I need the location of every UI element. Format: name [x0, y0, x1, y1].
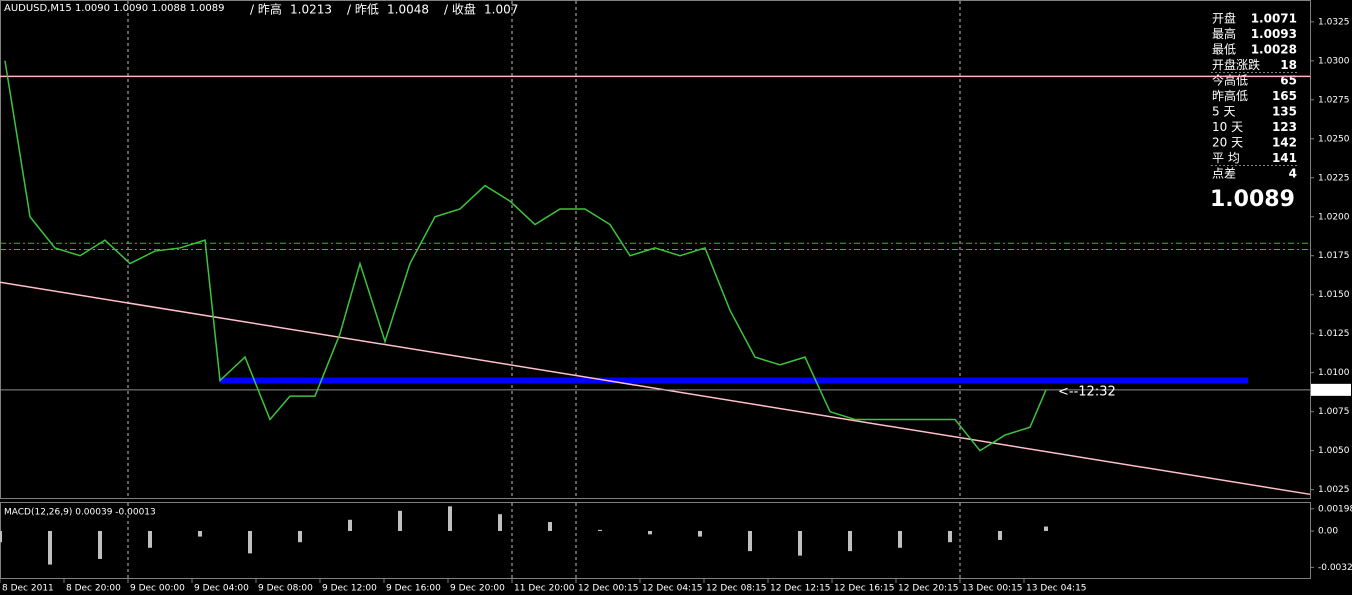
macd-bar	[848, 530, 852, 552]
y-tick-label: 1.0275	[1318, 95, 1350, 105]
y-tick-label: 1.0100	[1318, 368, 1350, 378]
x-tick-label: 12 Dec 20:15	[898, 584, 959, 594]
x-tick-label: 9 Dec 04:00	[194, 584, 249, 594]
x-tick-label: 11 Dec 20:00	[514, 584, 575, 594]
y-tick-label: 1.0050	[1318, 446, 1350, 456]
macd-bar	[248, 530, 252, 554]
macd-title: MACD(12,26,9) 0.00039 -0.00013	[4, 508, 156, 518]
macd-bar	[698, 530, 702, 537]
x-tick-label: 13 Dec 04:15	[1026, 584, 1087, 594]
y-tick-label: 1.0200	[1318, 212, 1350, 222]
stat-label: / 昨低	[347, 3, 379, 17]
macd-bar	[398, 510, 402, 531]
trend-line	[0, 281, 1311, 496]
stat-value: 1.0213	[290, 3, 332, 17]
x-tick-label: 12 Dec 12:15	[770, 584, 831, 594]
info-label: 开盘	[1212, 11, 1236, 26]
info-label: 20 天	[1212, 136, 1243, 150]
info-value: 135	[1272, 105, 1297, 119]
x-tick-label: 9 Dec 08:00	[258, 584, 313, 594]
y-tick-label: 1.0075	[1318, 407, 1350, 417]
x-tick-label: 9 Dec 00:00	[130, 584, 185, 594]
macd-bar	[498, 514, 502, 531]
big-price: 1.0089	[1210, 187, 1295, 212]
stat-label: / 昨高	[250, 2, 282, 17]
info-label: 开盘涨跌	[1212, 57, 1260, 72]
info-value: 165	[1272, 89, 1297, 103]
macd-bar	[98, 530, 102, 559]
info-value: 1.0071	[1251, 12, 1297, 26]
x-tick-label: 8 Dec 20:00	[66, 584, 121, 594]
y-tick-label: 1.0175	[1318, 251, 1350, 261]
macd-bar	[48, 530, 52, 565]
info-value: 123	[1272, 120, 1297, 134]
y-tick-label: 1.0025	[1318, 485, 1350, 495]
macd-bar	[1044, 526, 1048, 531]
x-tick-label: 8 Dec 2011	[2, 584, 54, 594]
macd-bar	[298, 530, 302, 543]
info-value: 1.0028	[1251, 43, 1297, 57]
macd-bar	[0, 530, 2, 543]
info-label: 平 均	[1212, 151, 1240, 165]
macd-bar	[948, 530, 952, 543]
info-value: 141	[1272, 151, 1297, 165]
info-label: 10 天	[1212, 120, 1243, 134]
stat-value: 1.0048	[387, 3, 429, 17]
current-price-label: 1.0089	[1318, 385, 1350, 395]
y-tick-label: -0.00325	[1318, 563, 1352, 573]
macd-bar	[648, 530, 652, 535]
macd-bar	[548, 522, 552, 531]
macd-bar	[148, 530, 152, 548]
macd-bar	[198, 530, 202, 537]
info-label: 5 天	[1212, 105, 1235, 119]
x-tick-label: 12 Dec 16:15	[834, 584, 895, 594]
info-value: 1.0093	[1251, 27, 1297, 41]
x-tick-label: 12 Dec 00:15	[578, 584, 639, 594]
macd-bar	[598, 529, 602, 531]
x-tick-label: 9 Dec 16:00	[386, 584, 441, 594]
info-value: 18	[1280, 58, 1297, 72]
macd-bar	[898, 530, 902, 548]
macd-bar	[748, 530, 752, 552]
info-label: 最高	[1212, 26, 1236, 41]
stat-value: 1.007	[484, 3, 518, 17]
info-label: 昨高低	[1212, 88, 1248, 103]
x-tick-label: 13 Dec 00:15	[962, 584, 1023, 594]
y-tick-label: 1.0225	[1318, 173, 1350, 183]
info-value: 65	[1280, 74, 1297, 88]
y-tick-label: 1.0325	[1318, 17, 1350, 27]
x-tick-label: 9 Dec 12:00	[322, 584, 377, 594]
macd-bar	[998, 530, 1002, 540]
y-tick-label: 1.0250	[1318, 134, 1350, 144]
info-label: 点差	[1212, 167, 1236, 181]
info-value: 4	[1289, 167, 1297, 181]
y-tick-label: 1.0150	[1318, 290, 1350, 300]
annotation: <--12:32	[1058, 384, 1116, 399]
y-tick-label: 0.00	[1318, 526, 1338, 536]
info-value: 142	[1272, 136, 1297, 150]
symbol-header: AUDUSD,M15 1.0090 1.0090 1.0088 1.0089	[4, 3, 224, 14]
y-tick-label: 0.00198	[1318, 504, 1352, 514]
y-tick-label: 1.0300	[1318, 56, 1350, 66]
macd-bar	[348, 519, 352, 531]
price-line	[4, 60, 1047, 452]
y-tick-label: 1.0125	[1318, 329, 1350, 339]
x-tick-label: 9 Dec 20:00	[450, 584, 505, 594]
macd-bar	[448, 506, 452, 531]
info-label: 今高低	[1212, 73, 1248, 88]
current-price-box	[1311, 383, 1351, 396]
info-label: 最低	[1212, 43, 1236, 57]
x-tick-label: 12 Dec 04:15	[642, 584, 703, 594]
stat-label: / 收盘	[444, 2, 476, 17]
macd-bar	[798, 530, 802, 556]
x-tick-label: 12 Dec 08:15	[706, 584, 767, 594]
